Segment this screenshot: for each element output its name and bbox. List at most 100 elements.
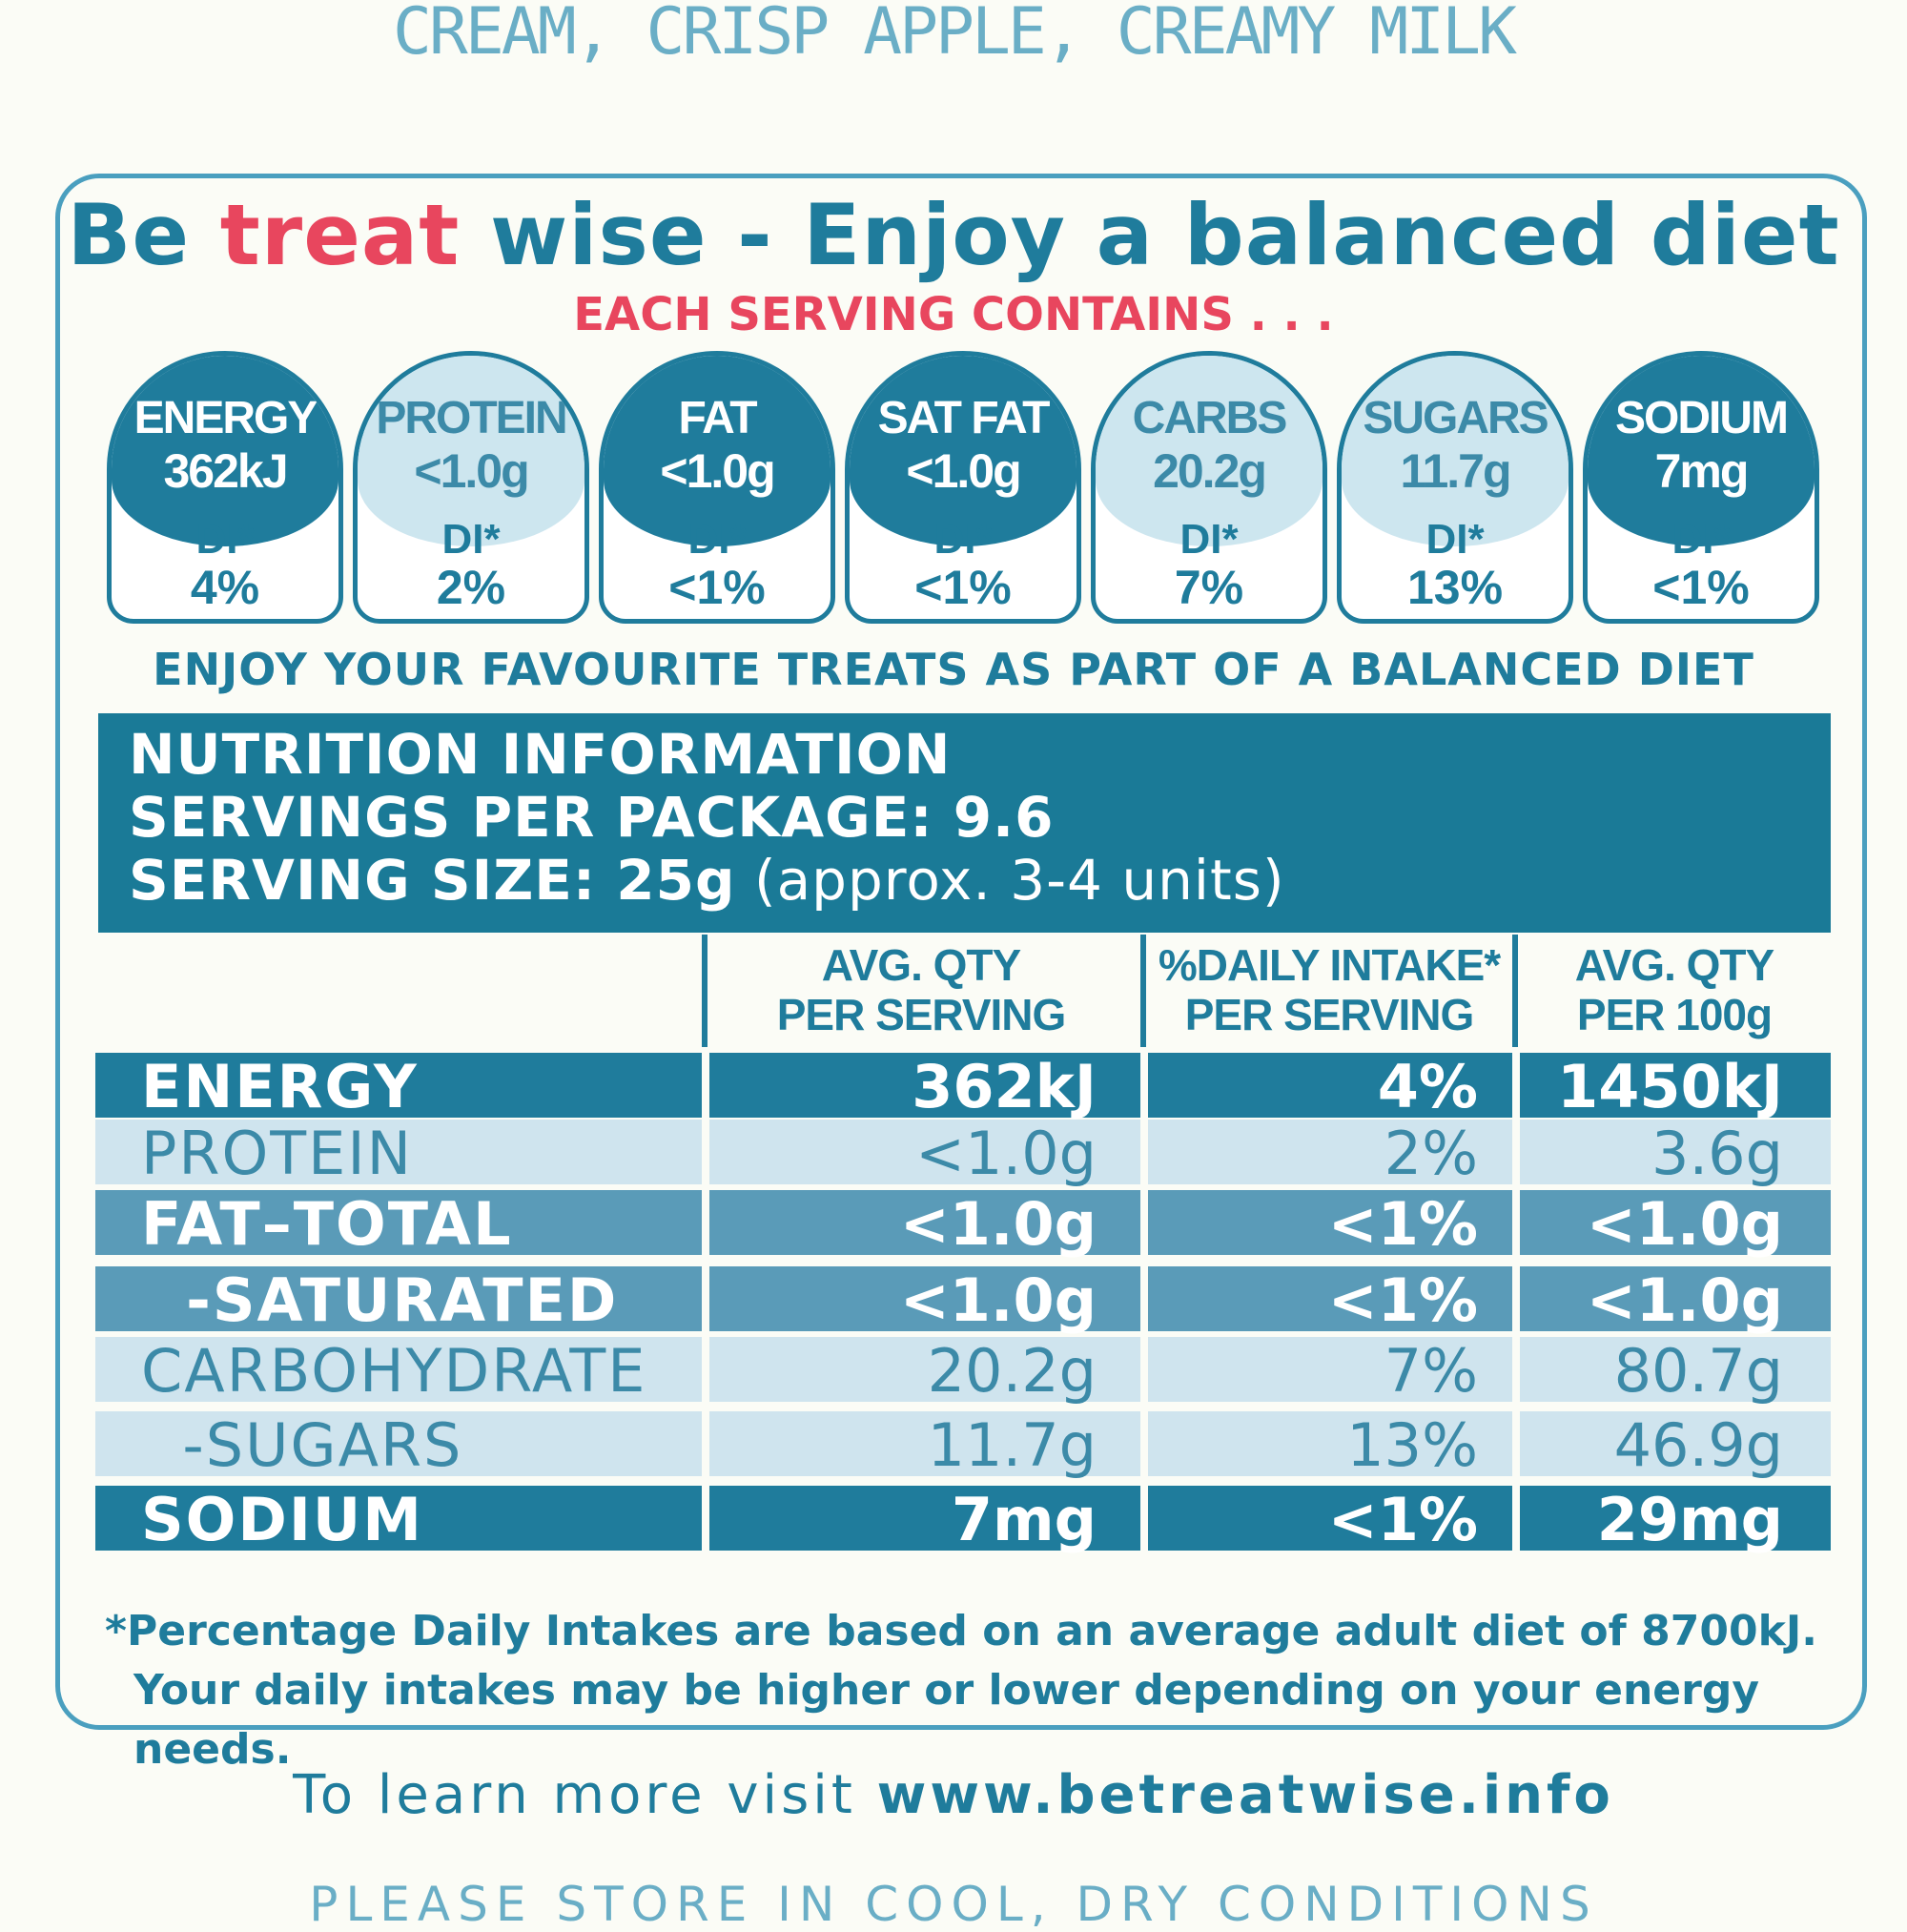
column-divider bbox=[1512, 1411, 1520, 1476]
badge-di-label: DI* bbox=[441, 516, 501, 563]
badge-name: SAT FAT bbox=[877, 393, 1051, 443]
daily-intake-percent: 7% bbox=[1384, 1336, 1478, 1406]
column-divider bbox=[702, 1337, 709, 1402]
badge-value: <1.0g bbox=[906, 444, 1021, 498]
badge-top: FAT <1.0g bbox=[604, 356, 830, 546]
qty-per-100g: <1.0g bbox=[1586, 1189, 1783, 1259]
header-divider bbox=[1140, 935, 1146, 1047]
qty-per-100g: 46.9g bbox=[1613, 1410, 1783, 1480]
badge-di-label: DI* bbox=[687, 516, 747, 563]
column-divider bbox=[1512, 1486, 1520, 1551]
column-divider bbox=[1512, 1120, 1520, 1184]
badge-0: ENERGY 362kJ DI* 4% bbox=[107, 351, 343, 624]
qty-per-serving: <1.0g bbox=[899, 1265, 1097, 1335]
serving-size-label: SERVING SIZE: 25g bbox=[129, 848, 736, 913]
badge-name: PROTEIN bbox=[376, 393, 567, 443]
header-divider bbox=[702, 935, 707, 1047]
column-divider bbox=[1512, 1053, 1520, 1118]
footnote: *Percentage Daily Intakes are based on a… bbox=[105, 1602, 1821, 1779]
header-divider bbox=[1512, 935, 1518, 1047]
badge-value: <1.0g bbox=[414, 444, 529, 498]
column-divider bbox=[1512, 1337, 1520, 1402]
badge-top: SAT FAT <1.0g bbox=[850, 356, 1077, 546]
badge-di-percent: <1% bbox=[668, 561, 766, 614]
badge-name: CARBS bbox=[1132, 393, 1288, 443]
header-per-serving-line1: AVG. QTY bbox=[821, 940, 1021, 990]
each-serving-contains: EACH SERVING CONTAINS . . . bbox=[573, 288, 1334, 341]
serving-size-note: (approx. 3-4 units) bbox=[735, 848, 1285, 913]
badge-di-percent: 4% bbox=[190, 561, 260, 614]
column-divider bbox=[1140, 1053, 1148, 1118]
badge-di-percent: 13% bbox=[1406, 561, 1504, 614]
qty-per-100g: 29mg bbox=[1596, 1485, 1783, 1554]
qty-per-100g: 3.6g bbox=[1651, 1119, 1783, 1188]
learn-more: To learn more visit www.betreatwise.info bbox=[0, 1764, 1907, 1826]
daily-intake-percent: 13% bbox=[1346, 1410, 1478, 1480]
badge-1: PROTEIN <1.0g DI* 2% bbox=[353, 351, 589, 624]
badge-name: SUGARS bbox=[1363, 393, 1548, 443]
column-divider bbox=[702, 1266, 709, 1331]
nutrition-title: NUTRITION INFORMATION bbox=[129, 722, 952, 787]
qty-per-serving: 362kJ bbox=[912, 1052, 1097, 1121]
nutrient-name: -SATURATED bbox=[141, 1265, 619, 1335]
column-divider bbox=[1140, 1266, 1148, 1331]
table-row: SODIUM 7mg <1% 29mg bbox=[95, 1485, 1831, 1554]
qty-per-serving: 11.7g bbox=[927, 1410, 1097, 1480]
learn-more-url: www.betreatwise.info bbox=[876, 1764, 1614, 1826]
header-per-serving: AVG. QTY PER SERVING bbox=[711, 940, 1131, 1039]
badge-di-label: DI* bbox=[195, 516, 255, 563]
badge-top: CARBS 20.2g bbox=[1096, 356, 1323, 546]
daily-intake-percent: <1% bbox=[1327, 1485, 1478, 1554]
footnote-line1: *Percentage Daily Intakes are based on a… bbox=[105, 1607, 1817, 1655]
nutrient-name: SODIUM bbox=[141, 1485, 423, 1554]
nutrient-name: -SUGARS bbox=[141, 1410, 463, 1480]
nutrient-name: FAT–TOTAL bbox=[141, 1189, 513, 1259]
badge-top: SODIUM 7mg bbox=[1588, 356, 1815, 546]
daily-intake-badges: ENERGY 362kJ DI* 4% PROTEIN <1.0g DI* 2% FAT <1.0… bbox=[107, 351, 1831, 624]
header-daily-intake-line2: PER SERVING bbox=[1184, 990, 1475, 1039]
headline-rest: wise - Enjoy a balanced diet bbox=[460, 186, 1840, 284]
badge-di-percent: <1% bbox=[1652, 561, 1750, 614]
badge-value: 362kJ bbox=[163, 444, 288, 498]
product-description: CREAM, CRISP APPLE, CREAMY MILK bbox=[392, 0, 1517, 70]
column-divider bbox=[702, 1120, 709, 1184]
servings-per-package: SERVINGS PER PACKAGE: 9.6 bbox=[129, 786, 1831, 849]
badge-name: SODIUM bbox=[1615, 393, 1789, 443]
badge-di-percent: 7% bbox=[1174, 561, 1244, 614]
daily-intake-percent: <1% bbox=[1327, 1189, 1478, 1259]
column-divider bbox=[1140, 1190, 1148, 1255]
table-row: -SUGARS 11.7g 13% 46.9g bbox=[95, 1410, 1831, 1480]
header-daily-intake: %DAILY INTAKE* PER SERVING bbox=[1146, 940, 1512, 1039]
table-row: CARBOHYDRATE 20.2g 7% 80.7g bbox=[95, 1336, 1831, 1406]
qty-per-serving: <1.0g bbox=[915, 1119, 1097, 1188]
servings-label: SERVINGS PER PACKAGE: bbox=[129, 785, 954, 850]
badge-value: 20.2g bbox=[1153, 444, 1267, 498]
table-header-row: AVG. QTY PER SERVING %DAILY INTAKE* PER … bbox=[95, 935, 1831, 1047]
badge-di-percent: <1% bbox=[914, 561, 1012, 614]
badge-name: ENERGY bbox=[133, 393, 318, 443]
headline-be: Be bbox=[67, 186, 220, 284]
column-divider bbox=[702, 1486, 709, 1551]
headline: Be treat wise - Enjoy a balanced diet bbox=[0, 183, 1907, 288]
qty-per-100g: 80.7g bbox=[1613, 1336, 1783, 1406]
badge-value: 11.7g bbox=[1400, 444, 1511, 498]
daily-intake-percent: 4% bbox=[1377, 1052, 1478, 1121]
table-row: FAT–TOTAL <1.0g <1% <1.0g bbox=[95, 1189, 1831, 1259]
badge-4: CARBS 20.2g DI* 7% bbox=[1091, 351, 1327, 624]
servings-value: 9.6 bbox=[953, 785, 1055, 850]
badge-value: <1.0g bbox=[660, 444, 775, 498]
table-row: ENERGY 362kJ 4% 1450kJ bbox=[95, 1052, 1831, 1121]
badge-di-label: DI* bbox=[1425, 516, 1485, 563]
learn-more-prefix: To learn more visit bbox=[293, 1764, 877, 1826]
daily-intake-percent: 2% bbox=[1384, 1119, 1478, 1188]
qty-per-serving: 20.2g bbox=[927, 1336, 1097, 1406]
daily-intake-percent: <1% bbox=[1327, 1265, 1478, 1335]
column-divider bbox=[1512, 1190, 1520, 1255]
qty-per-serving: 7mg bbox=[951, 1485, 1097, 1554]
qty-per-100g: <1.0g bbox=[1586, 1265, 1783, 1335]
header-per-100g: AVG. QTY PER 100g bbox=[1518, 940, 1831, 1039]
badge-top: SUGARS 11.7g bbox=[1342, 356, 1569, 546]
header-per-100g-line1: AVG. QTY bbox=[1574, 940, 1774, 990]
nutrient-name: PROTEIN bbox=[141, 1119, 413, 1188]
nutrition-header: NUTRITION INFORMATION SERVINGS PER PACKA… bbox=[98, 713, 1831, 933]
